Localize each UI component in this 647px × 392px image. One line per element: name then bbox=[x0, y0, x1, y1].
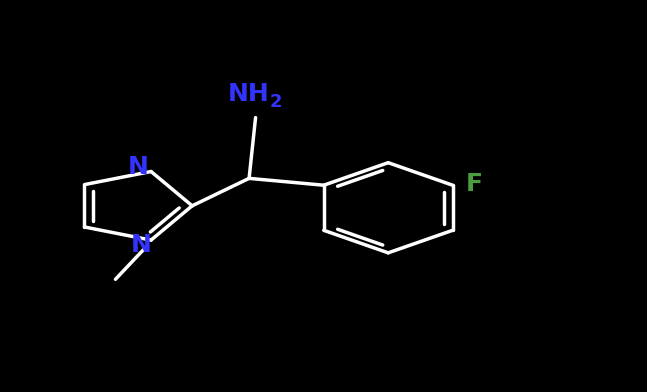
Text: F: F bbox=[465, 172, 483, 196]
Text: N: N bbox=[127, 155, 149, 179]
Text: 2: 2 bbox=[270, 93, 283, 111]
Text: N: N bbox=[131, 233, 152, 257]
Text: NH: NH bbox=[228, 82, 270, 106]
